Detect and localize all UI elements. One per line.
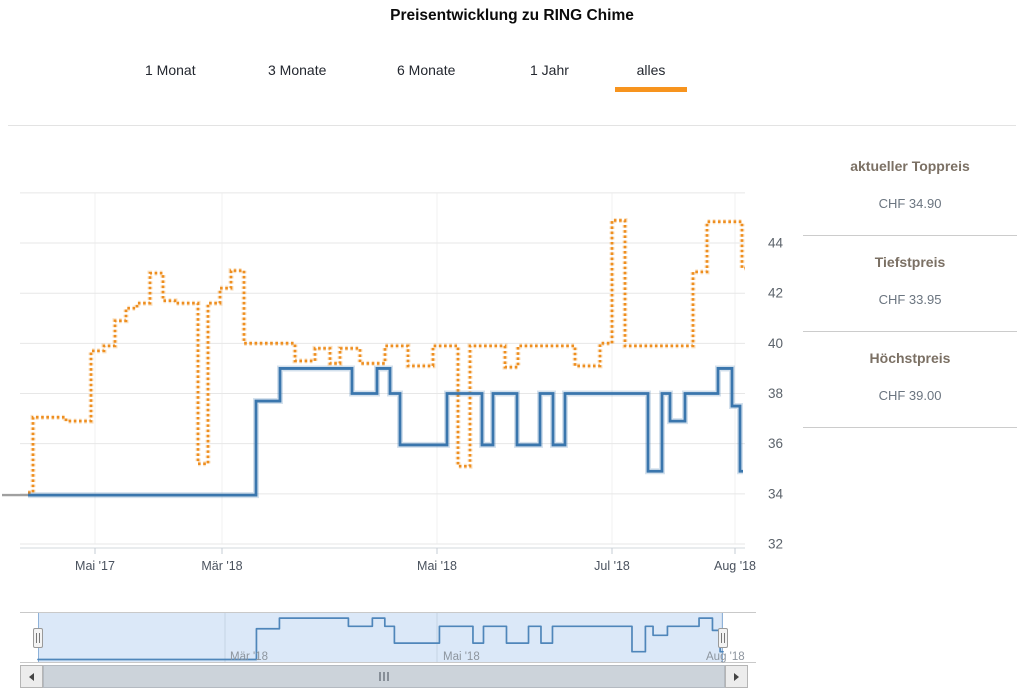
stat-hoechstpreis: Höchstpreis CHF 39.00 [803,332,1017,428]
stat-tiefstpreis: Tiefstpreis CHF 33.95 [803,236,1017,332]
tab-1-monat[interactable]: 1 Monat [145,62,196,78]
x-axis-label: Mai '17 [75,559,115,573]
stat-value: CHF 33.95 [878,292,942,307]
x-axis-label: Mai '18 [417,559,457,573]
navigator-selection[interactable] [38,613,723,662]
navigator-label: Mai '18 [443,651,480,663]
scrollbar-thumb[interactable] [43,665,725,688]
y-axis-label: 40 [768,336,783,351]
tab-1-jahr[interactable]: 1 Jahr [530,62,569,78]
header-divider [8,125,1016,126]
price-stats-sidebar: aktueller Toppreis CHF 34.90 Tiefstpreis… [803,140,1017,428]
stat-toppreis: aktueller Toppreis CHF 34.90 [803,140,1017,236]
grip-icon [379,672,381,681]
y-axis-label: 44 [768,236,784,251]
stat-label: Höchstpreis [869,350,951,366]
blue-solid-series [28,367,743,497]
y-axis-label: 38 [768,386,783,401]
y-axis-label: 32 [768,537,783,552]
navigator-selection-fill [38,613,723,662]
arrow-left-icon [29,672,34,681]
navigator-series-line [37,617,724,661]
tab-6-monate[interactable]: 6 Monate [397,62,456,78]
y-axis-label: 36 [768,436,783,451]
x-axis-label: Jul '18 [594,559,630,573]
arrow-right-icon [734,672,739,681]
stat-value: CHF 39.00 [878,388,942,403]
navigator-handle-right[interactable] [718,628,728,648]
scrollbar-right-button[interactable] [725,665,748,688]
stat-value: CHF 34.90 [878,196,942,211]
tab-alles-active[interactable]: alles [615,62,687,92]
y-axis-label: 42 [768,286,783,301]
scrollbar-left-button[interactable] [20,665,43,688]
x-axis-label: Mär '18 [201,559,242,573]
navigator-label: Aug '18 [706,651,745,663]
price-chart-canvas: 44 42 40 38 36 34 32 Mai '17 Mär '18 Mai '18 Jul '… [2,192,784,663]
navigator-handle-left[interactable] [33,628,43,648]
stat-label: Tiefstpreis [874,254,946,270]
navigator-label: Mär '18 [230,651,268,663]
y-axis-label: 34 [768,486,784,501]
x-axis-label: Aug '18 [714,559,756,573]
page-title: Preisentwicklung zu RING Chime [390,7,634,24]
tab-3-monate[interactable]: 3 Monate [268,62,327,78]
plot-area[interactable] [20,190,745,548]
stat-label: aktueller Toppreis [850,158,970,174]
